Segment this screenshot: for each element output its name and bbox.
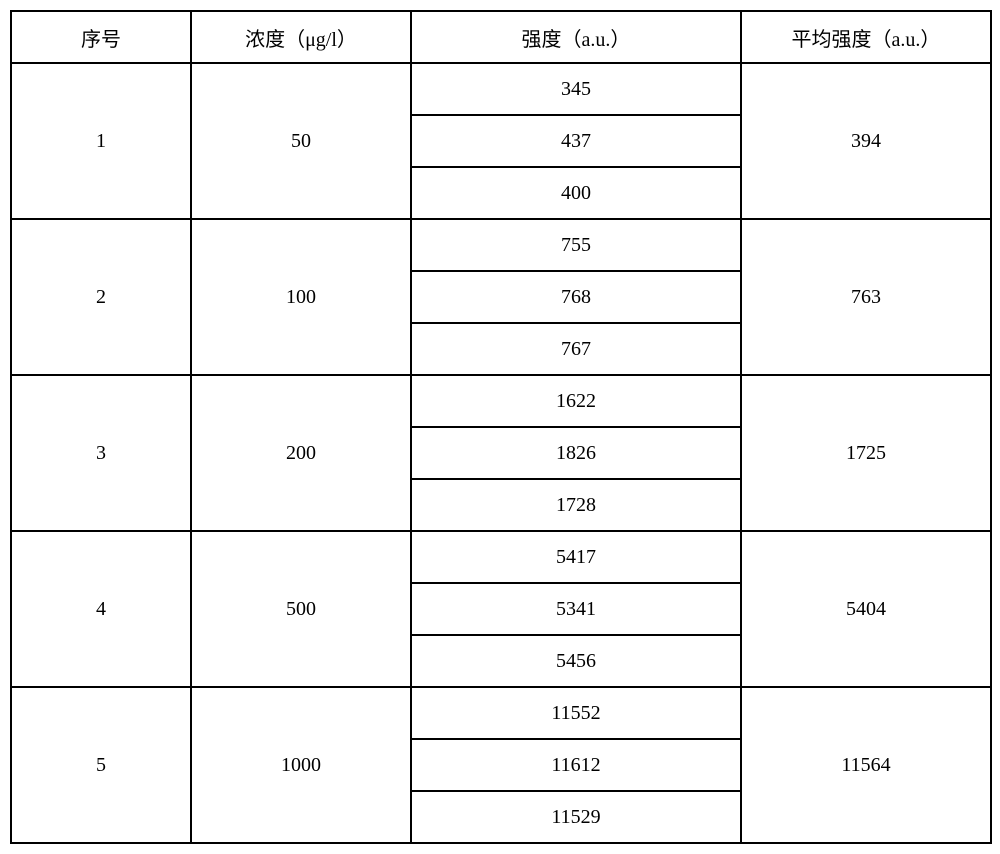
cell-intensity: 1728 [411, 479, 741, 531]
header-avg-intensity: 平均强度（a.u.） [741, 11, 991, 63]
cell-concentration: 50 [191, 63, 411, 219]
table-row: 4 500 5417 5404 [11, 531, 991, 583]
cell-intensity: 400 [411, 167, 741, 219]
table-row: 5 1000 11552 11564 [11, 687, 991, 739]
cell-seq: 1 [11, 63, 191, 219]
cell-concentration: 100 [191, 219, 411, 375]
header-intensity: 强度（a.u.） [411, 11, 741, 63]
table-row: 3 200 1622 1725 [11, 375, 991, 427]
cell-intensity: 345 [411, 63, 741, 115]
header-seq: 序号 [11, 11, 191, 63]
cell-avg: 394 [741, 63, 991, 219]
cell-avg: 5404 [741, 531, 991, 687]
cell-intensity: 11552 [411, 687, 741, 739]
cell-seq: 3 [11, 375, 191, 531]
cell-avg: 11564 [741, 687, 991, 843]
header-row: 序号 浓度（μg/l） 强度（a.u.） 平均强度（a.u.） [11, 11, 991, 63]
cell-intensity: 5341 [411, 583, 741, 635]
cell-intensity: 1826 [411, 427, 741, 479]
cell-seq: 5 [11, 687, 191, 843]
cell-intensity: 755 [411, 219, 741, 271]
cell-avg: 1725 [741, 375, 991, 531]
header-concentration: 浓度（μg/l） [191, 11, 411, 63]
cell-avg: 763 [741, 219, 991, 375]
cell-concentration: 500 [191, 531, 411, 687]
cell-intensity: 5456 [411, 635, 741, 687]
cell-intensity: 437 [411, 115, 741, 167]
measurement-table: 序号 浓度（μg/l） 强度（a.u.） 平均强度（a.u.） 1 50 345… [10, 10, 992, 844]
cell-intensity: 11529 [411, 791, 741, 843]
table-row: 2 100 755 763 [11, 219, 991, 271]
cell-concentration: 1000 [191, 687, 411, 843]
cell-intensity: 1622 [411, 375, 741, 427]
cell-concentration: 200 [191, 375, 411, 531]
cell-intensity: 11612 [411, 739, 741, 791]
cell-seq: 4 [11, 531, 191, 687]
cell-seq: 2 [11, 219, 191, 375]
table-row: 1 50 345 394 [11, 63, 991, 115]
cell-intensity: 767 [411, 323, 741, 375]
cell-intensity: 5417 [411, 531, 741, 583]
cell-intensity: 768 [411, 271, 741, 323]
